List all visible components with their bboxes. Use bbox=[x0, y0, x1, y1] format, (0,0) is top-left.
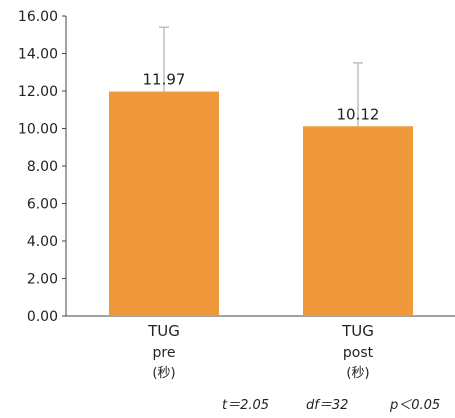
x-tick-label: post bbox=[343, 345, 374, 361]
y-axis: 0.00 2.00 4.00 6.00 8.00 10.00 12.00 14.00 16.00 bbox=[18, 9, 67, 325]
y-tick-label: 16.00 bbox=[18, 9, 58, 25]
stats-annotation: t＝2.05 df＝32 p＜0.05 bbox=[222, 398, 440, 413]
x-tick-label: TUG bbox=[341, 322, 374, 340]
x-tick-label: (秒) bbox=[346, 366, 369, 381]
stat-t: t＝2.05 bbox=[222, 398, 269, 413]
x-tick-labels: TUG pre (秒) TUG post (秒) bbox=[147, 322, 374, 381]
bars bbox=[109, 91, 413, 316]
x-tick-label: TUG bbox=[147, 322, 180, 340]
y-tick-label: 6.00 bbox=[27, 197, 58, 213]
y-tick-label: 2.00 bbox=[27, 272, 58, 288]
x-axis: TUG pre (秒) TUG post (秒) bbox=[66, 315, 455, 381]
y-tick-label: 14.00 bbox=[18, 47, 58, 63]
y-tick-labels: 0.00 2.00 4.00 6.00 8.00 10.00 12.00 14.00 16.00 bbox=[18, 9, 66, 325]
y-tick-label: 4.00 bbox=[27, 234, 58, 250]
y-tick-label: 12.00 bbox=[18, 84, 58, 100]
bar bbox=[303, 126, 413, 316]
y-tick-label: 8.00 bbox=[27, 159, 58, 175]
data-labels: 11.97 10.12 bbox=[143, 71, 380, 124]
x-tick-label: pre bbox=[153, 345, 176, 361]
y-tick-label: 0.00 bbox=[27, 309, 58, 325]
x-tick-label: (秒) bbox=[152, 366, 175, 381]
data-label: 11.97 bbox=[143, 71, 186, 89]
y-tick-label: 10.00 bbox=[18, 122, 58, 138]
bar bbox=[109, 91, 219, 316]
data-label: 10.12 bbox=[337, 105, 380, 123]
stat-p: p＜0.05 bbox=[389, 398, 440, 413]
error-bars bbox=[159, 26, 363, 127]
stat-df: df＝32 bbox=[306, 398, 348, 413]
